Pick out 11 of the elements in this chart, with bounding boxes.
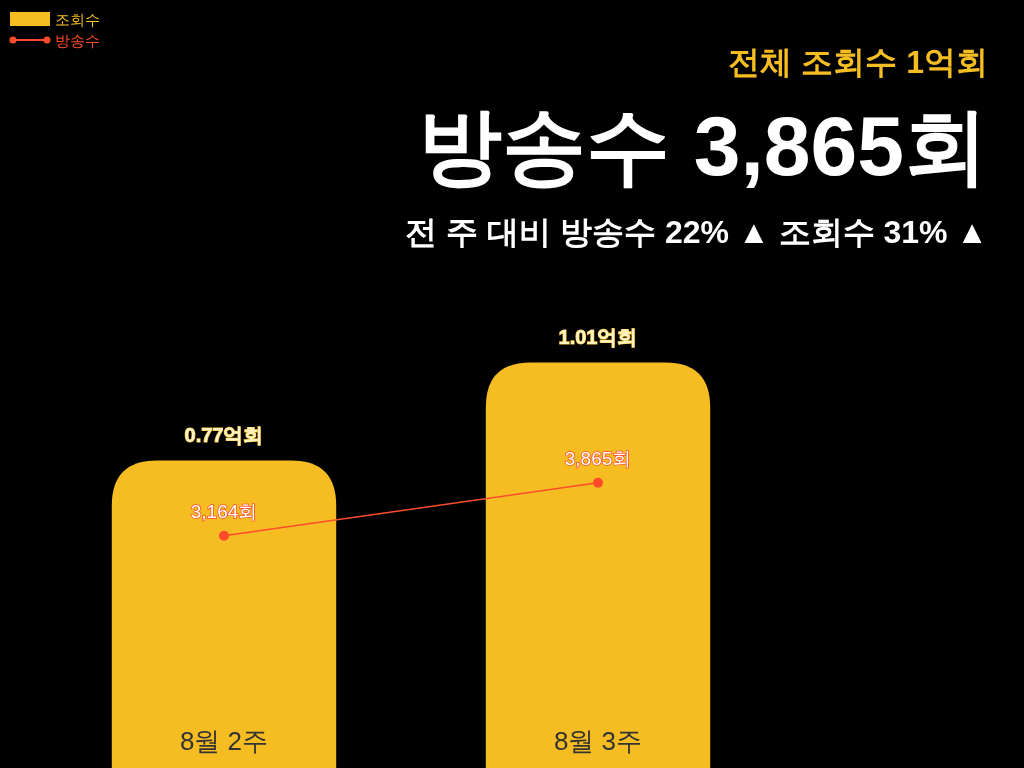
data-label: 0.77억회: [184, 424, 264, 447]
legend-label: 조회수: [55, 11, 100, 28]
chart-title: 방송수 3,865회: [418, 99, 988, 193]
data-label: 3,164회: [190, 500, 258, 522]
data-label: 3,865회: [564, 447, 632, 469]
text: 전 주 대비 방송수 22% ▲ 조회수 31% ▲: [405, 214, 988, 250]
x-tick-label: 8월 3주: [553, 726, 643, 756]
text: 전체 조회수 1억회: [728, 44, 988, 80]
legend-label: 방송수: [55, 32, 100, 49]
data-label: 1.01억회: [558, 326, 638, 349]
x-tick-label: 8월 2주: [179, 726, 269, 756]
